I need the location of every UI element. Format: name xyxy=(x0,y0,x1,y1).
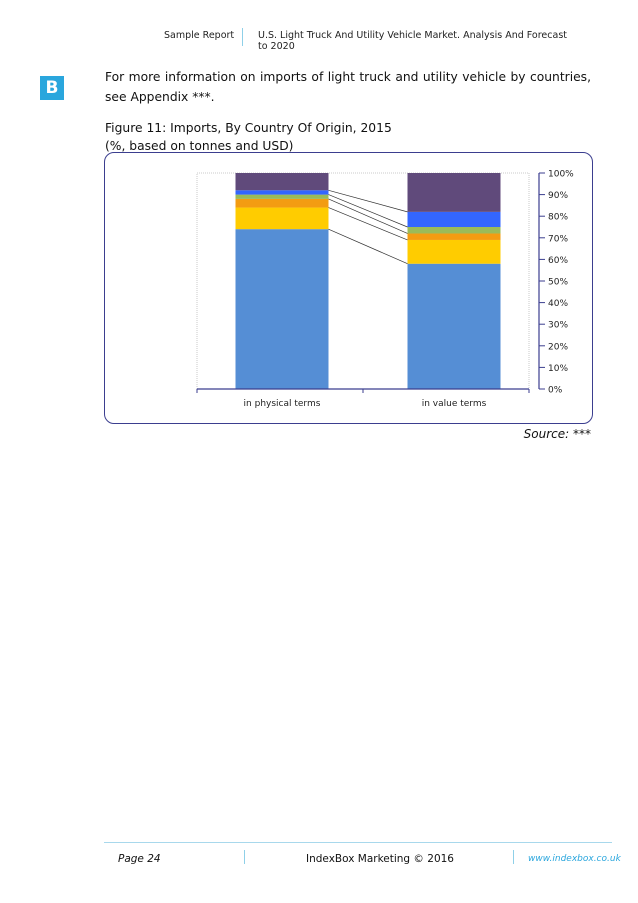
footer-rule xyxy=(104,842,612,843)
y-tick-label: 50% xyxy=(548,278,568,288)
header-report-title: U.S. Light Truck And Utility Vehicle Mar… xyxy=(258,30,568,52)
y-tick-label: 60% xyxy=(548,256,568,266)
y-tick-label: 0% xyxy=(548,386,563,396)
header-divider xyxy=(242,28,243,46)
bar-segment xyxy=(407,173,501,212)
series-connector-line xyxy=(328,228,408,265)
header-report-label: Sample Report xyxy=(164,30,235,41)
bar-segment xyxy=(407,211,501,227)
bar-segment xyxy=(407,227,501,234)
series-connector-line xyxy=(328,189,408,213)
bar-segment xyxy=(235,198,329,208)
footer-website-link[interactable]: www.indexbox.co.uk xyxy=(528,854,621,864)
page-number: Page 24 xyxy=(118,853,161,865)
series-connector-line xyxy=(328,198,408,234)
footer-copyright: IndexBox Marketing © 2016 xyxy=(306,853,454,865)
chart-frame: 0% 10% 20% 30% 40% 50% 60% 70% 80% 90% 100% in phys… xyxy=(104,152,593,424)
series-connector-line xyxy=(328,194,408,228)
y-tick-label: 100% xyxy=(548,170,574,180)
y-tick-label: 80% xyxy=(548,213,568,223)
y-tick-label: 90% xyxy=(548,191,568,201)
bar-segment xyxy=(235,194,329,199)
intro-paragraph: For more information on imports of light… xyxy=(105,70,591,104)
footer-divider xyxy=(513,850,514,864)
bar-segment xyxy=(407,263,501,389)
series-connector-line xyxy=(328,207,408,241)
bar-segment xyxy=(235,173,329,191)
footer-divider xyxy=(244,850,245,864)
bar-segment xyxy=(235,190,329,195)
y-tick-label: 20% xyxy=(548,342,568,352)
y-tick-label: 10% xyxy=(548,364,568,374)
x-tick-label: in physical terms xyxy=(244,399,321,409)
brand-logo: B xyxy=(40,76,64,100)
y-tick-label: 70% xyxy=(548,234,568,244)
stacked-bar-chart: 0% 10% 20% 30% 40% 50% 60% 70% 80% 90% 100% in phys… xyxy=(196,170,574,409)
bar-segment xyxy=(407,233,501,240)
x-tick-label: in value terms xyxy=(422,399,487,409)
bar-segment xyxy=(235,229,329,389)
y-tick-label: 40% xyxy=(548,299,568,309)
bar-segment xyxy=(407,239,501,264)
figure-title: Figure 11: Imports, By Country Of Origin… xyxy=(105,121,392,135)
bar-segment xyxy=(235,207,329,230)
y-tick-label: 30% xyxy=(548,321,568,331)
source-note: Source: *** xyxy=(523,427,591,441)
figure-subtitle: (%, based on tonnes and USD) xyxy=(105,139,294,153)
